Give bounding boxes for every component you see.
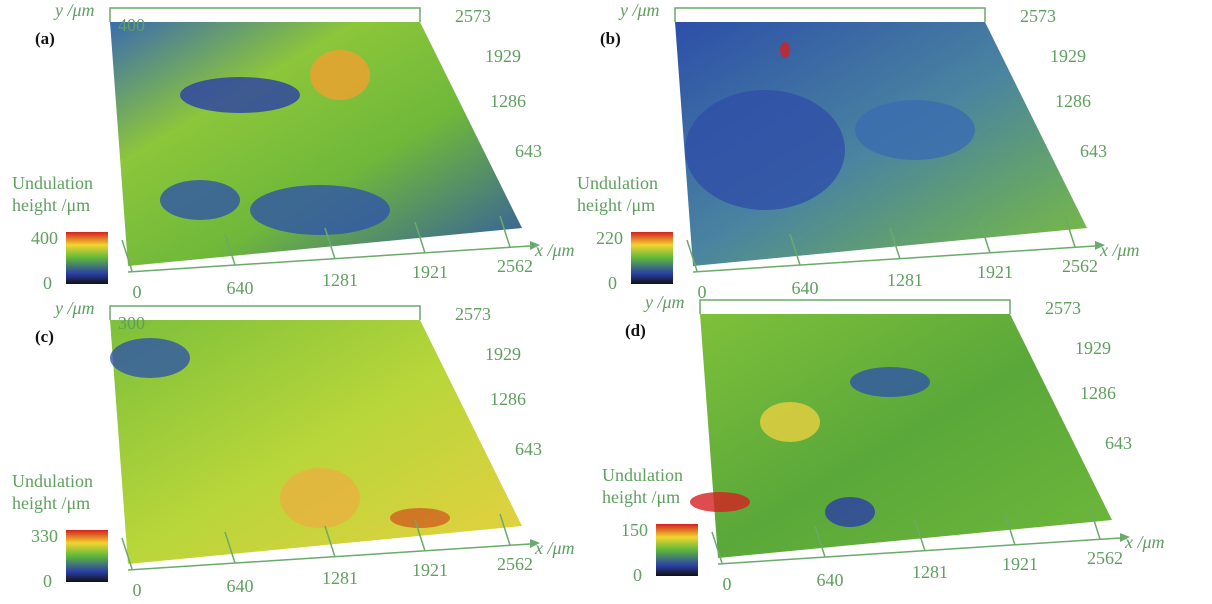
surface-feature bbox=[825, 497, 875, 527]
z-tick-label: 400 bbox=[118, 15, 145, 35]
surface-feature bbox=[110, 338, 190, 378]
y-tick-label: 1286 bbox=[490, 91, 526, 111]
colorbar-max: 150 bbox=[621, 520, 648, 540]
x-tick-label: 1921 bbox=[1002, 554, 1038, 574]
axis-frame bbox=[675, 8, 985, 22]
panel-label: (b) bbox=[600, 29, 621, 48]
panel-label: (d) bbox=[625, 321, 646, 340]
surface-feature bbox=[280, 468, 360, 528]
x-tick-label: 1921 bbox=[412, 560, 448, 580]
y-tick-label: 643 bbox=[1105, 433, 1132, 453]
legend-title: Undulation bbox=[12, 173, 93, 193]
y-tick-label: 2573 bbox=[455, 304, 491, 324]
surface-feature bbox=[160, 180, 240, 220]
y-axis-label: y /μm bbox=[53, 298, 95, 318]
colorbar-min: 0 bbox=[43, 273, 52, 293]
surface-feature bbox=[690, 492, 750, 512]
legend-title: height /μm bbox=[12, 195, 90, 215]
surface-feature bbox=[685, 90, 845, 210]
y-tick-label: 1286 bbox=[1080, 383, 1116, 403]
x-tick-label: 2562 bbox=[497, 554, 533, 574]
legend-title: height /μm bbox=[12, 493, 90, 513]
y-tick-label: 1929 bbox=[1050, 46, 1086, 66]
x-tick-label: 1921 bbox=[412, 262, 448, 282]
surface bbox=[700, 314, 1112, 558]
y-tick-label: 643 bbox=[515, 439, 542, 459]
x-tick-label: 640 bbox=[227, 278, 254, 298]
x-axis-label: x /μm bbox=[1099, 240, 1140, 260]
legend-title: Undulation bbox=[577, 173, 658, 193]
y-tick-label: 1286 bbox=[490, 389, 526, 409]
surface-feature bbox=[780, 42, 790, 58]
surface-feature bbox=[855, 100, 975, 160]
y-axis-label: y /μm bbox=[618, 0, 660, 20]
colorbar-max: 220 bbox=[596, 228, 623, 248]
y-tick-label: 1286 bbox=[1055, 91, 1091, 111]
colorbar-max: 400 bbox=[31, 228, 58, 248]
y-tick-label: 1929 bbox=[485, 46, 521, 66]
x-tick-label: 0 bbox=[723, 574, 732, 594]
y-axis-label: y /μm bbox=[643, 292, 685, 312]
axis-frame bbox=[110, 8, 420, 22]
legend-title: height /μm bbox=[577, 195, 655, 215]
x-axis-label: x /μm bbox=[534, 240, 575, 260]
figure: (a) y /μm x /μm 400 643 1286 1929 2573 0 640 1281 1… bbox=[0, 0, 1212, 604]
panel-label: (a) bbox=[35, 29, 55, 48]
x-tick-label: 2562 bbox=[1087, 548, 1123, 568]
x-axis-label: x /μm bbox=[534, 538, 575, 558]
axis-frame bbox=[110, 306, 420, 320]
colorbar-min: 0 bbox=[633, 565, 642, 585]
z-tick-label: 300 bbox=[118, 313, 145, 333]
colorbar bbox=[656, 524, 698, 576]
legend-title: Undulation bbox=[602, 465, 683, 485]
x-tick-label: 640 bbox=[227, 576, 254, 596]
x-tick-label: 2562 bbox=[1062, 256, 1098, 276]
x-tick-label: 640 bbox=[792, 278, 819, 298]
x-axis-label: x /μm bbox=[1124, 532, 1165, 552]
colorbar-min: 0 bbox=[608, 273, 617, 293]
x-tick-label: 1921 bbox=[977, 262, 1013, 282]
colorbar bbox=[631, 232, 673, 284]
y-tick-label: 643 bbox=[515, 141, 542, 161]
panel-label: (c) bbox=[35, 327, 54, 346]
colorbar bbox=[66, 530, 108, 582]
x-tick-label: 2562 bbox=[497, 256, 533, 276]
x-tick-label: 1281 bbox=[912, 562, 948, 582]
x-tick-label: 0 bbox=[133, 282, 142, 302]
x-tick-label: 0 bbox=[698, 282, 707, 302]
y-axis-label: y /μm bbox=[53, 0, 95, 20]
surface-feature bbox=[310, 50, 370, 100]
colorbar-min: 0 bbox=[43, 571, 52, 591]
x-tick-label: 640 bbox=[817, 570, 844, 590]
axis-frame bbox=[700, 300, 1010, 314]
y-tick-label: 1929 bbox=[485, 344, 521, 364]
colorbar bbox=[66, 232, 108, 284]
surface-feature bbox=[760, 402, 820, 442]
surface-feature bbox=[390, 508, 450, 528]
y-tick-label: 2573 bbox=[1045, 298, 1081, 318]
legend-title: Undulation bbox=[12, 471, 93, 491]
colorbar-max: 330 bbox=[31, 526, 58, 546]
y-tick-label: 643 bbox=[1080, 141, 1107, 161]
x-tick-label: 1281 bbox=[322, 568, 358, 588]
surface-feature bbox=[850, 367, 930, 397]
x-tick-label: 1281 bbox=[887, 270, 923, 290]
surface-feature bbox=[180, 77, 300, 113]
x-tick-label: 1281 bbox=[322, 270, 358, 290]
y-tick-label: 1929 bbox=[1075, 338, 1111, 358]
legend-title: height /μm bbox=[602, 487, 680, 507]
surface-feature bbox=[250, 185, 390, 235]
y-tick-label: 2573 bbox=[455, 6, 491, 26]
y-tick-label: 2573 bbox=[1020, 6, 1056, 26]
x-tick-label: 0 bbox=[133, 580, 142, 600]
